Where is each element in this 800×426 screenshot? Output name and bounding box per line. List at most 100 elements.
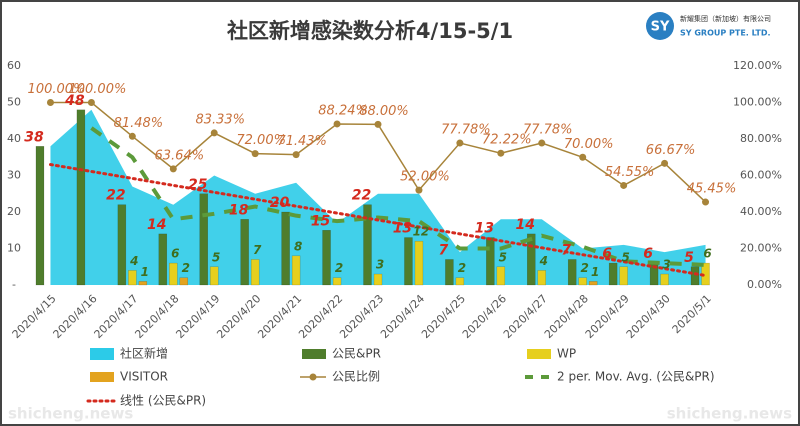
ratio-point [251,150,259,158]
bar-label: 22 [352,188,371,204]
y-tick-label: 30 [7,169,21,182]
legend-label: VISITOR [120,370,168,384]
bar-label: 7 [253,243,262,257]
bar-label: 2 [581,261,589,275]
ratio-point [210,129,218,137]
bar-label: 5 [499,250,507,264]
ratio-label: 52.00% [400,170,450,185]
legend-swatch [90,348,114,360]
ratio-label: 88.00% [359,104,409,119]
ratio-point [374,120,382,128]
ratio-point [579,153,587,161]
ratio-label: 100.00% [68,82,126,97]
bar [199,193,208,286]
bar [660,273,669,286]
y2-tick-label: 120.00% [733,59,782,72]
y2-tick-label: 0.00% [747,278,782,291]
bar [578,277,587,286]
y-tick-label: 20 [7,205,21,218]
bar-label: 18 [229,202,249,218]
y-tick-label: 10 [7,242,21,255]
legend-swatch [309,373,317,381]
bar [486,237,495,286]
y-tick-label: 40 [7,132,21,145]
ratio-label: 77.78% [523,123,573,138]
bar [373,273,383,286]
bar [537,270,547,286]
bar [690,266,700,286]
bar [281,211,290,286]
ratio-label: 71.43% [277,134,327,149]
bar [619,266,628,286]
y-tick-label: - [12,278,16,291]
legend-label: 社区新增 [120,346,168,361]
bar [322,230,331,286]
bar-label: 25 [188,177,208,193]
bar [138,281,148,286]
logo-name-cn: 新耀集团（新加坡）有限公司 [680,14,771,23]
bar [35,146,45,286]
ratio-label: 72.00% [236,133,286,148]
ratio-point [46,99,54,106]
bar-label: 1 [141,265,149,279]
bar [527,233,536,286]
bar-label: 4 [129,254,138,268]
bar [250,259,260,286]
bar [363,204,372,286]
chart-title: 社区新增感染数分析4/15-5/1 [226,19,513,43]
y-tick-label: 50 [7,96,21,109]
legend-swatch [90,372,114,382]
ratio-point [128,132,136,140]
bar-label: 6 [171,247,179,261]
bar [291,255,301,286]
ratio-point [169,165,177,173]
logo-icon [646,12,674,40]
ratio-label: 45.45% [687,182,737,197]
bar-label: 7 [561,242,571,258]
bar-label: 14 [516,217,535,233]
bar-label: 7 [439,242,449,258]
bar [567,259,577,286]
bar [158,233,168,286]
legend-swatch [527,349,551,359]
bar-label: 13 [475,221,494,237]
bar-label: 5 [621,250,629,264]
legend-swatch [302,349,326,359]
logo-name-en: SY GROUP PTE. LTD. [680,29,771,38]
y2-tick-label: 100.00% [733,96,782,109]
ratio-label: 100.00% [28,82,86,97]
bar [588,281,598,286]
trend-line [48,163,708,278]
y-tick-label: 60 [7,59,21,72]
ratio-point [497,149,505,157]
area [50,109,706,285]
y2-tick-label: 20.00% [740,242,782,255]
legend-label: 线性 (公民&PR) [120,394,206,408]
bar [179,277,189,286]
ratio-label: 81.48% [114,116,164,131]
bar-label: 6 [602,246,612,262]
bar [404,237,413,286]
ratio-point [620,181,628,189]
y2-tick-label: 80.00% [740,132,782,145]
y2-tick-label: 60.00% [740,169,782,182]
ratio-label: 66.67% [646,143,696,158]
bar-label: 3 [376,258,384,272]
ratio-point [661,159,669,167]
ratio-label: 72.22% [482,133,532,148]
ratio-point [292,151,300,159]
ratio-label: 88.24% [318,103,368,118]
watermark: shicheng.news [8,405,133,423]
logo-mark: SY [651,20,670,35]
ratio-point [702,198,710,206]
bar [445,259,454,286]
bar-label: 4 [539,254,548,268]
bar-label: 12 [413,225,430,239]
bar [608,262,618,286]
bar [332,277,342,286]
legend-label: WP [557,347,576,361]
bar-label: 22 [106,188,125,204]
bar [209,266,219,286]
bar [455,277,465,286]
ratio-label: 63.64% [155,148,205,163]
